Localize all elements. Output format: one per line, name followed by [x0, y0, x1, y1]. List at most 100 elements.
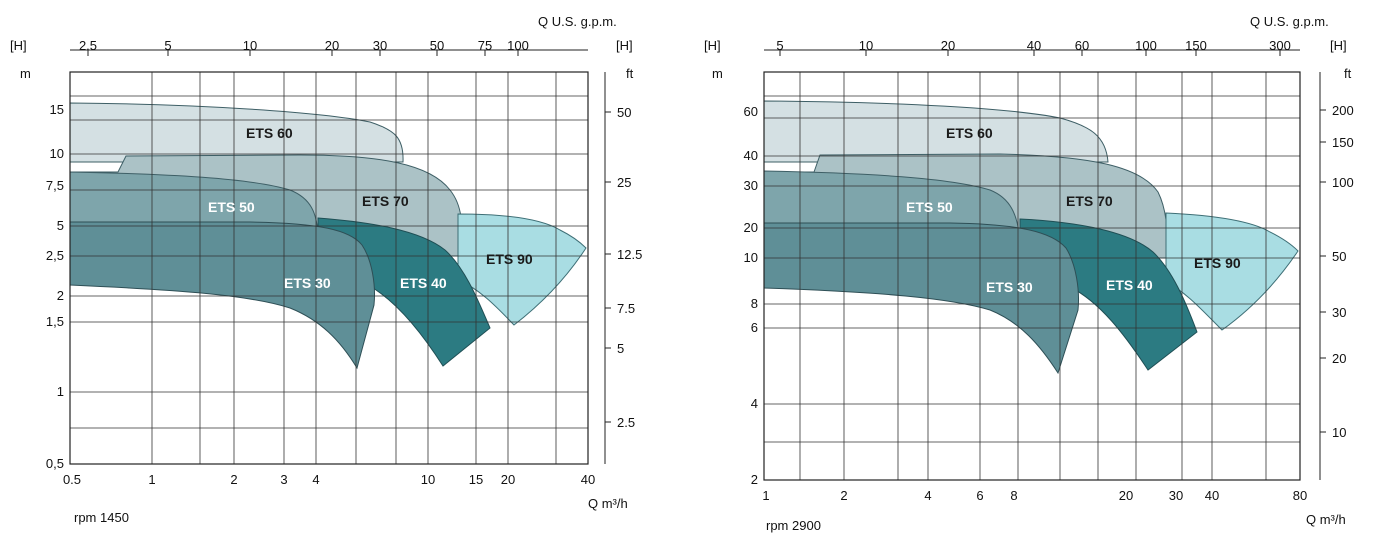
left-axis-1450: [H] m 15 10 7,5 5 2,5 2 1,5 1 0,5: [10, 38, 64, 471]
right-unit-sub: ft: [1344, 66, 1352, 81]
region-ets-30: [69, 221, 375, 370]
x-tick-label: 4: [312, 472, 319, 487]
top-tick-label: 100: [507, 38, 529, 53]
x-tick-label: 20: [1119, 488, 1133, 503]
region-ets-30: [763, 222, 1079, 375]
bottom-axis-1450: 0.5 1 2 3 4 10 15 20 40 Q m³/h rpm 1450: [63, 472, 628, 525]
right-tick-label: 20: [1332, 351, 1346, 366]
region-ets-60: [763, 100, 1109, 163]
x-tick-label: 6: [976, 488, 983, 503]
right-axis-1450: [H] ft 50 25 12.5 7.5 5 2.5: [604, 38, 642, 464]
x-tick-label: 40: [581, 472, 595, 487]
top-tick-label: 40: [1027, 38, 1041, 53]
right-tick-label: 30: [1332, 305, 1346, 320]
x-tick-label: 20: [501, 472, 515, 487]
left-tick-label: 6: [751, 320, 758, 335]
left-tick-label: 1: [57, 384, 64, 399]
top-tick-label: 30: [373, 38, 387, 53]
top-tick-label: 20: [941, 38, 955, 53]
x-tick-label: 4: [924, 488, 931, 503]
top-unit-label: Q U.S. g.p.m.: [538, 14, 617, 29]
right-tick-label: 10: [1332, 425, 1346, 440]
left-tick-label: 20: [744, 220, 758, 235]
region-ets-90: [457, 213, 587, 326]
x-tick-label: 15: [469, 472, 483, 487]
right-tick-label: 200: [1332, 103, 1354, 118]
speed-label: rpm 2900: [766, 518, 821, 533]
left-tick-label: 5: [57, 218, 64, 233]
right-tick-label: 150: [1332, 135, 1354, 150]
top-tick-label: 100: [1135, 38, 1157, 53]
top-tick-label: 50: [430, 38, 444, 53]
right-tick-label: 2.5: [617, 415, 635, 430]
x-unit-label: Q m³/h: [1306, 512, 1346, 527]
region-labels-1450: ETS 60 ETS 70 ETS 50 ETS 30 ETS 40 ETS 9…: [208, 125, 533, 291]
right-unit-label: [H]: [616, 38, 633, 53]
region-ets-60: [69, 102, 404, 163]
top-tick-label: 300: [1269, 38, 1291, 53]
left-tick-label: 2: [751, 472, 758, 487]
x-tick-label: 40: [1205, 488, 1219, 503]
series-label-ets-70: ETS 70: [362, 193, 409, 209]
series-label-ets-90: ETS 90: [1194, 255, 1241, 271]
x-tick-label: 8: [1010, 488, 1017, 503]
plot-frame-2900: [763, 71, 1301, 481]
left-unit-sub: m: [712, 66, 723, 81]
right-tick-label: 100: [1332, 175, 1354, 190]
right-tick-label: 7.5: [617, 301, 635, 316]
plot-frame-1450: [69, 71, 589, 465]
x-tick-label: 3: [280, 472, 287, 487]
left-tick-label: 30: [744, 178, 758, 193]
top-axis-2900: 5 10 20 40 60 100 150 300 Q U.S. g.p.m.: [764, 14, 1329, 56]
x-tick-label: 2: [230, 472, 237, 487]
right-tick-label: 12.5: [617, 247, 642, 262]
left-tick-label: 10: [744, 250, 758, 265]
right-tick-label: 50: [617, 105, 631, 120]
top-tick-label: 150: [1185, 38, 1207, 53]
top-tick-label: 10: [243, 38, 257, 53]
grid-2900: [764, 72, 1300, 480]
series-label-ets-60: ETS 60: [246, 125, 293, 141]
left-unit-label: [H]: [704, 38, 721, 53]
grid-1450: [70, 72, 588, 464]
left-axis-2900: [H] m 60 40 30 20 10 8 6 4 2: [704, 38, 758, 487]
left-tick-label: 2: [57, 288, 64, 303]
right-tick-label: 50: [1332, 249, 1346, 264]
right-unit-label: [H]: [1330, 38, 1347, 53]
series-label-ets-30: ETS 30: [284, 275, 331, 291]
left-unit-sub: m: [20, 66, 31, 81]
x-tick-label: 1: [148, 472, 155, 487]
region-ets-90: [1165, 212, 1299, 331]
right-axis-2900: [H] ft 200 150 100 50 30 20 10: [1319, 38, 1354, 480]
x-tick-label: 30: [1169, 488, 1183, 503]
x-tick-label: 1: [762, 488, 769, 503]
x-tick-label: 10: [421, 472, 435, 487]
top-tick-label: 75: [478, 38, 492, 53]
left-tick-label: 4: [751, 396, 758, 411]
left-tick-label: 7,5: [46, 178, 64, 193]
region-labels-2900: ETS 60 ETS 70 ETS 50 ETS 30 ETS 40 ETS 9…: [906, 125, 1241, 295]
series-label-ets-40: ETS 40: [400, 275, 447, 291]
series-label-ets-60: ETS 60: [946, 125, 993, 141]
regions-1450: [69, 102, 587, 370]
right-tick-label: 5: [617, 341, 624, 356]
chart-2900: 5 10 20 40 60 100 150 300 Q U.S. g.p.m. …: [704, 14, 1354, 533]
x-tick-label: 80: [1293, 488, 1307, 503]
top-axis-1450: 2.5 5 10 20 30 50 75 100 Q U.S. g.p.m.: [70, 14, 617, 56]
left-tick-label: 40: [744, 148, 758, 163]
series-label-ets-50: ETS 50: [906, 199, 953, 215]
x-tick-label: 2: [840, 488, 847, 503]
top-tick-label: 10: [859, 38, 873, 53]
x-unit-label: Q m³/h: [588, 496, 628, 511]
series-label-ets-40: ETS 40: [1106, 277, 1153, 293]
left-tick-label: 60: [744, 104, 758, 119]
left-tick-label: 10: [50, 146, 64, 161]
top-tick-label: 20: [325, 38, 339, 53]
series-label-ets-30: ETS 30: [986, 279, 1033, 295]
top-tick-label: 60: [1075, 38, 1089, 53]
left-tick-label: 0,5: [46, 456, 64, 471]
top-tick-label: 5: [776, 38, 783, 53]
x-tick-label: 0.5: [63, 472, 81, 487]
chart-1450: 2.5 5 10 20 30 50 75 100 Q U.S. g.p.m. […: [10, 14, 642, 525]
